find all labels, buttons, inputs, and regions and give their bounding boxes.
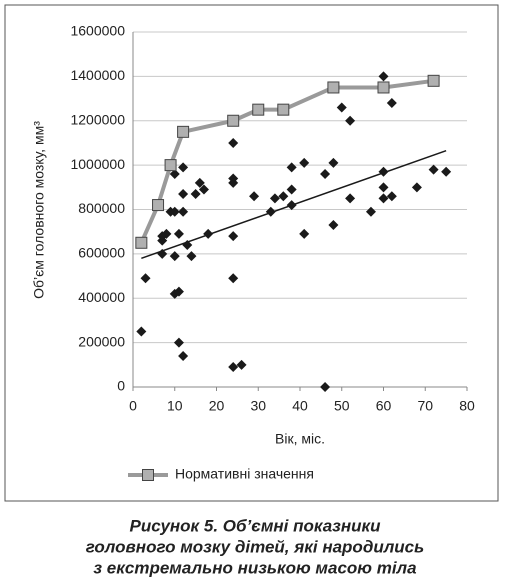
data-point <box>328 157 339 168</box>
series-line <box>139 78 434 244</box>
y-tick-label: 1400000 <box>70 67 125 83</box>
data-point <box>178 350 189 361</box>
data-point <box>378 193 389 204</box>
data-point <box>169 206 180 217</box>
data-point <box>365 206 376 217</box>
series-marker <box>377 81 390 94</box>
data-point <box>286 184 297 195</box>
data-point <box>178 188 189 199</box>
data-point <box>203 228 214 239</box>
data-point <box>157 248 168 259</box>
legend-label: Нормативні значення <box>175 466 314 482</box>
caption-line: головного мозку дітей, які народились <box>86 537 424 556</box>
data-point <box>178 162 189 173</box>
x-axis-title: Вік, міс. <box>275 431 325 447</box>
data-point <box>320 382 331 392</box>
series-marker <box>135 236 148 249</box>
data-point <box>136 326 147 337</box>
caption-line: з екстремально низькою масою тіла <box>93 558 416 577</box>
legend-marker <box>142 469 154 481</box>
data-point <box>386 191 397 202</box>
x-tick-label: 30 <box>250 398 266 414</box>
data-point <box>173 337 184 348</box>
data-point <box>169 251 180 262</box>
x-tick-label: 60 <box>376 398 392 414</box>
series-marker <box>252 103 265 116</box>
y-tick-label: 0 <box>117 378 125 394</box>
x-tick-label: 10 <box>167 398 183 414</box>
data-point <box>236 359 247 370</box>
y-axis-title: Об’єм головного мозку, мм³ <box>31 121 47 299</box>
data-point <box>328 220 339 231</box>
data-point <box>299 228 310 239</box>
data-point <box>386 98 397 108</box>
data-point <box>178 206 189 217</box>
series-marker <box>427 74 440 87</box>
data-point <box>182 240 193 250</box>
data-point <box>278 191 289 202</box>
x-tick-label: 40 <box>292 398 308 414</box>
data-point <box>228 177 239 188</box>
data-point <box>161 228 172 239</box>
data-point <box>378 182 389 193</box>
data-point <box>378 71 389 82</box>
data-point <box>269 193 280 204</box>
data-point <box>299 157 310 168</box>
caption-line: Рисунок 5. Об’ємні показники <box>129 516 381 535</box>
data-point <box>286 162 297 173</box>
y-tick-label: 1200000 <box>70 111 125 127</box>
data-point <box>173 286 184 297</box>
data-point <box>228 137 239 148</box>
series-marker <box>227 114 240 127</box>
data-point <box>265 206 276 217</box>
data-point <box>441 166 452 177</box>
x-tick-label: 20 <box>209 398 225 414</box>
data-point <box>336 102 347 113</box>
data-point <box>286 200 297 211</box>
y-tick-label: 600000 <box>78 245 125 261</box>
x-tick-label: 80 <box>459 398 475 414</box>
data-point <box>345 115 356 126</box>
series-marker <box>277 103 290 116</box>
x-tick-label: 50 <box>334 398 350 414</box>
y-tick-label: 800000 <box>78 200 125 216</box>
y-tick-label: 400000 <box>78 289 125 305</box>
data-point <box>190 188 201 199</box>
series-marker <box>152 199 165 212</box>
data-point <box>198 184 209 195</box>
data-point <box>140 273 151 284</box>
data-point <box>228 231 239 242</box>
data-point <box>169 169 180 179</box>
x-tick-label: 70 <box>417 398 433 414</box>
data-point <box>428 164 439 175</box>
series-marker <box>164 159 177 172</box>
data-point <box>228 362 239 373</box>
data-point <box>249 191 260 202</box>
chart-frame <box>4 4 499 502</box>
data-point <box>186 251 197 262</box>
data-point <box>173 228 184 239</box>
data-point <box>320 169 331 179</box>
series-marker <box>327 81 340 94</box>
y-tick-label: 1000000 <box>70 156 125 172</box>
data-point <box>378 166 389 177</box>
series-marker <box>177 125 190 138</box>
data-point <box>228 273 239 284</box>
y-tick-label: 1600000 <box>70 23 125 39</box>
data-point <box>345 193 356 204</box>
data-point <box>194 177 205 188</box>
y-tick-label: 200000 <box>78 333 125 349</box>
data-point <box>411 182 422 193</box>
x-tick-label: 0 <box>129 398 137 414</box>
